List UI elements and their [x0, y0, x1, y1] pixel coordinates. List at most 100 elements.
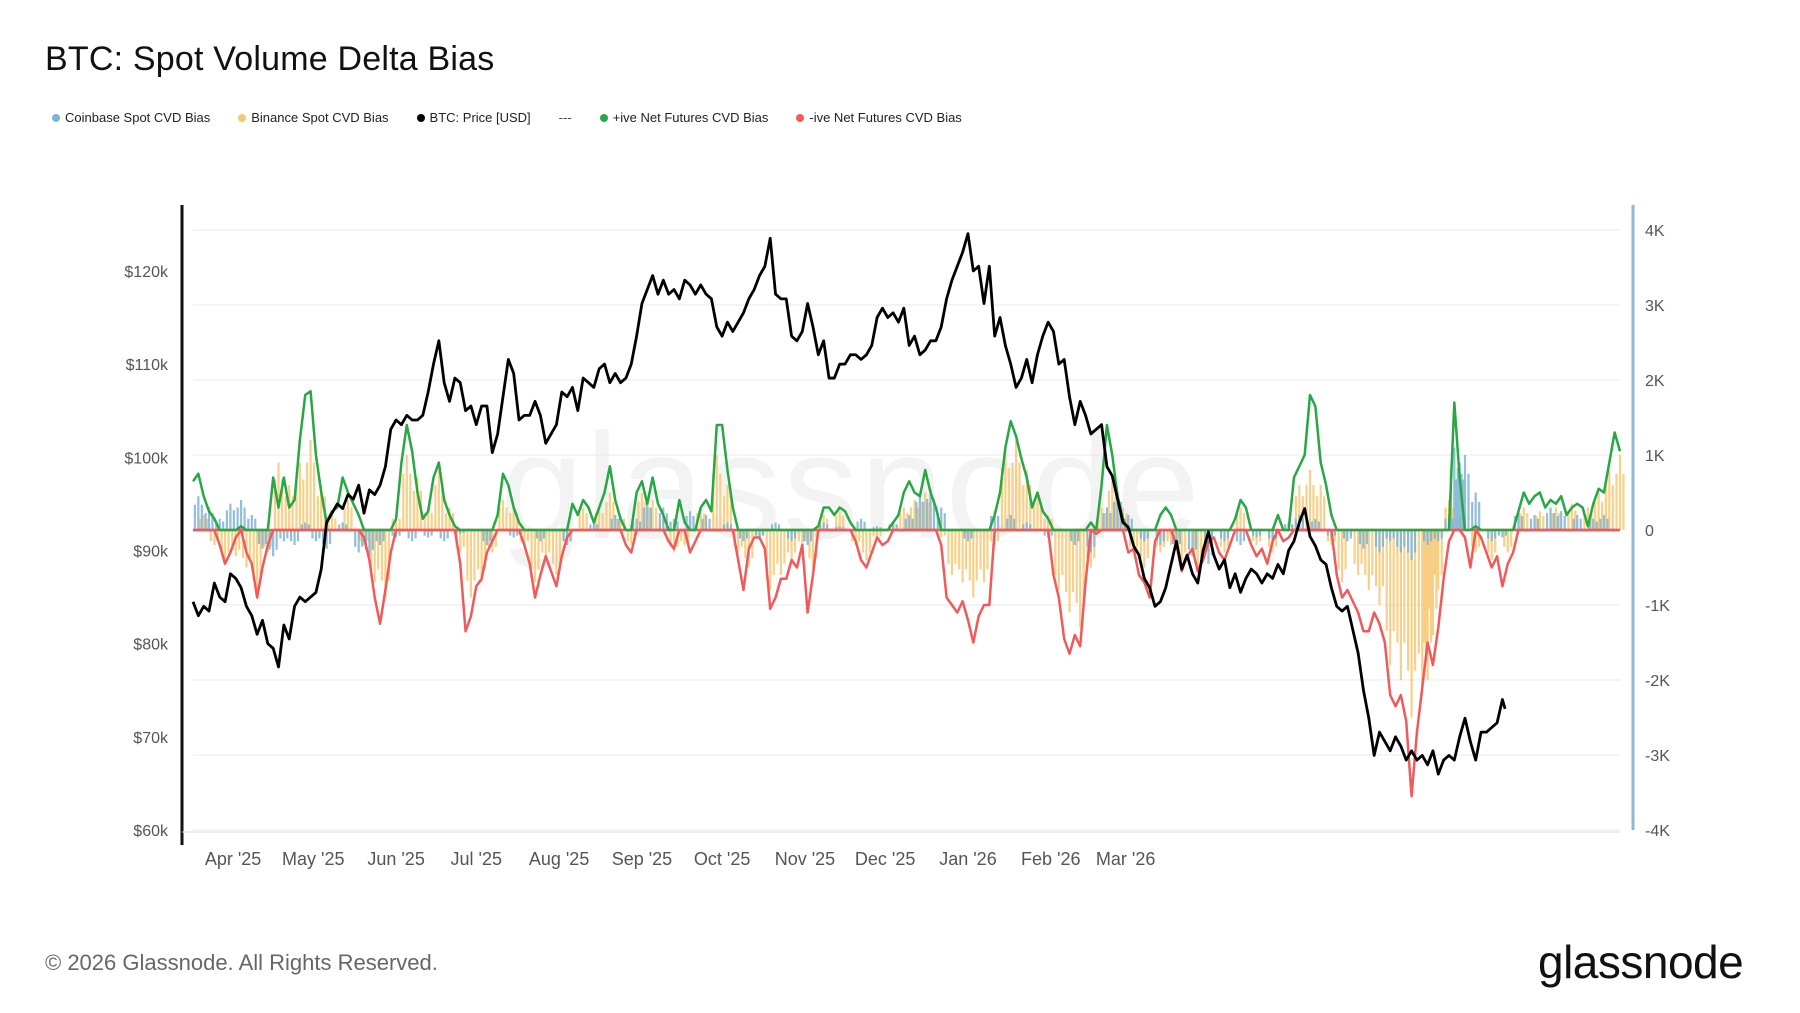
y-right-tick-label: -1K: [1645, 598, 1670, 615]
coinbase-bar: [232, 510, 235, 530]
binance-bar: [979, 530, 982, 570]
binance-bar: [1410, 530, 1413, 718]
legend-item-neg-futures[interactable]: -ive Net Futures CVD Bias: [796, 110, 962, 125]
glassnode-logo: glassnode: [1538, 936, 1744, 988]
coinbase-bar: [1406, 530, 1410, 553]
binance-bar: [373, 530, 376, 583]
coinbase-bar: [1349, 530, 1353, 539]
binance-bar: [544, 530, 547, 560]
binance-bar: [1337, 530, 1340, 570]
binance-bar: [1316, 496, 1319, 530]
coinbase-bar: [200, 504, 203, 530]
coinbase-bar: [1487, 530, 1490, 539]
coinbase-bar: [1381, 530, 1385, 547]
y-left-tick-label: $120k: [124, 264, 169, 281]
binance-bar: [312, 462, 316, 530]
coinbase-bar: [1070, 530, 1073, 542]
binance-bar: [902, 507, 905, 530]
coinbase-bar: [1113, 501, 1116, 530]
coinbase-bar: [642, 507, 645, 530]
binance-bar: [320, 485, 323, 530]
binance-bar: [990, 530, 993, 542]
coinbase-bar: [222, 521, 225, 530]
x-tick-label: Apr '25: [205, 849, 261, 869]
coinbase-bar: [282, 530, 285, 542]
legend-item-pos-futures[interactable]: +ive Net Futures CVD Bias: [599, 110, 768, 125]
coinbase-bar: [1187, 530, 1191, 550]
coinbase-bar: [1105, 507, 1109, 530]
binance-bar: [1590, 513, 1593, 530]
coinbase-bar: [1474, 492, 1477, 530]
binance-bar: [1166, 530, 1169, 542]
binance-bar: [1180, 530, 1183, 560]
binance-bar: [1100, 507, 1103, 530]
coinbase-bar: [970, 530, 973, 539]
coinbase-bar: [892, 522, 895, 530]
coinbase-bar: [1294, 518, 1297, 530]
binance-bar: [1622, 473, 1625, 530]
coinbase-bar: [1504, 530, 1507, 536]
binance-bar: [487, 530, 490, 547]
binance-bar: [1107, 490, 1110, 530]
coinbase-bar: [1463, 455, 1467, 530]
binance-bar: [227, 530, 230, 553]
legend-separator: ---: [558, 110, 572, 125]
binance-bar: [1057, 530, 1060, 590]
binance-bar: [916, 507, 920, 530]
binance-bar: [626, 530, 629, 542]
coinbase-bar: [1178, 530, 1181, 545]
binance-bar: [1371, 530, 1374, 575]
binance-bar: [220, 530, 223, 553]
coinbase-bar: [1219, 530, 1223, 539]
legend-item-coinbase[interactable]: Coinbase Spot CVD Bias: [52, 110, 210, 125]
coinbase-bar: [1423, 530, 1426, 542]
legend-item-binance[interactable]: Binance Spot CVD Bias: [238, 110, 389, 125]
binance-bar: [1000, 468, 1004, 530]
coinbase-bar: [904, 518, 907, 530]
binance-bar: [986, 530, 989, 570]
coinbase-bar: [688, 511, 692, 530]
legend-item-price[interactable]: BTC: Price [USD]: [416, 110, 531, 125]
coinbase-bar: [932, 499, 936, 530]
binance-bar: [1308, 470, 1312, 530]
coinbase-bar: [1478, 501, 1481, 530]
binance-bar: [516, 513, 519, 530]
legend-label-binance: Binance Spot CVD Bias: [251, 110, 389, 125]
coinbase-bar: [738, 530, 742, 539]
binance-bar: [199, 518, 202, 530]
coinbase-bar: [361, 530, 364, 547]
coinbase-bar: [229, 503, 232, 530]
binance-bar: [1413, 530, 1417, 671]
binance-bar: [537, 530, 540, 570]
binance-bar: [790, 530, 793, 560]
coinbase-bar: [293, 530, 296, 545]
binance-bar: [334, 518, 337, 530]
coinbase-bar: [197, 496, 200, 530]
coinbase-bar: [915, 501, 918, 530]
binance-bar: [1478, 530, 1481, 547]
coinbase-bar: [1310, 521, 1313, 530]
coinbase-bar: [1077, 530, 1080, 542]
binance-bar: [943, 530, 946, 536]
coinbase-bar: [1116, 492, 1119, 530]
coinbase-bar: [1175, 530, 1178, 549]
coinbase-bar: [646, 500, 649, 530]
binance-bar: [598, 507, 601, 530]
coinbase-bar: [704, 515, 708, 530]
binance-bar: [330, 515, 334, 530]
coinbase-bar: [943, 513, 946, 530]
binance-bar: [202, 515, 205, 530]
binance-bar: [1526, 513, 1529, 530]
binance-bar: [703, 513, 706, 530]
coinbase-bar: [1467, 473, 1470, 530]
x-tick-label: Nov '25: [775, 849, 835, 869]
coinbase-bar: [300, 524, 303, 530]
coinbase-bar: [1529, 518, 1533, 530]
binance-bar: [842, 515, 845, 530]
binance-bar: [530, 530, 533, 570]
coinbase-bar: [512, 530, 515, 538]
binance-bar: [1608, 470, 1611, 530]
binance-bar: [940, 530, 943, 538]
binance-bar: [1029, 485, 1032, 530]
coinbase-bar: [589, 524, 592, 530]
